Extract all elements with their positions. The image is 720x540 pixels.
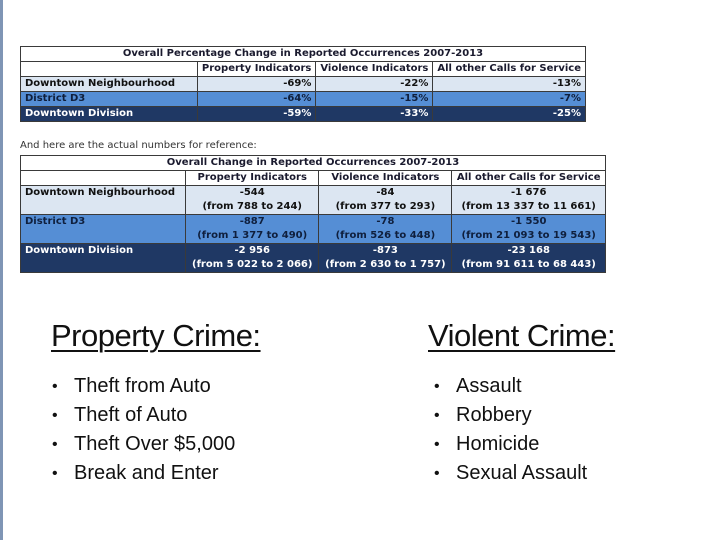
cell-other: -13% [432,76,586,92]
list-item: • Break and Enter [52,459,235,488]
list-item: • Theft from Auto [52,372,235,401]
slide-left-border [0,0,3,540]
cell-property: -64% [196,91,317,107]
bullet-icon: • [434,378,440,395]
cell-violence: -873 (from 2 630 to 1 757) [318,243,453,273]
list-item: • Assault [434,372,587,401]
cell-property: -2 956 (from 5 022 to 2 066) [185,243,320,273]
bullet-icon: • [434,436,440,453]
table-row: Downtown Neighbourhood -544 (from 788 to … [19,185,606,215]
column-header-blank [19,170,187,186]
row-label: District D3 [20,91,198,107]
column-header-blank [20,61,198,77]
violent-crime-list: • Assault • Robbery • Homicide • Sexual Assa… [434,372,587,488]
bullet-icon: • [434,465,440,482]
cell-violence: -84 (from 377 to 293) [318,185,453,215]
cell-property: -69% [196,76,317,92]
bullet-icon: • [434,407,440,424]
table-title: Overall Percentage Change in Reported Oc… [20,46,586,62]
list-item: • Theft of Auto [52,401,235,430]
bullet-icon: • [52,378,58,395]
table-row: District D3 -64% -15% -7% [20,91,586,107]
absolute-change-table: Overall Change in Reported Occurrences 2… [19,155,606,273]
cell-property: -887 (from 1 377 to 490) [185,214,320,244]
column-header-other: All other Calls for Service [432,61,586,77]
reference-note: And here are the actual numbers for refe… [20,140,257,151]
cell-other: -1 550 (from 21 093 to 19 543) [451,214,606,244]
row-label: Downtown Division [19,243,187,273]
column-header-property: Property Indicators [185,170,320,186]
row-label: Downtown Neighbourhood [20,76,198,92]
column-header-property: Property Indicators [196,61,317,77]
cell-other: -25% [432,106,586,122]
cell-other: -7% [432,91,586,107]
table-row: District D3 -887 (from 1 377 to 490) -78(… [19,214,606,244]
property-crime-list: • Theft from Auto • Theft of Auto • Theft O… [52,372,235,488]
bullet-icon: • [52,436,58,453]
cell-violence: -33% [315,106,434,122]
table-row: Downtown Division -59% -33% -25% [20,106,586,122]
table-row: Downtown Division -2 956 (from 5 022 to 2… [19,243,606,273]
list-item: • Homicide [434,430,587,459]
cell-violence: -78 (from 526 to 448) [318,214,453,244]
table-title: Overall Change in Reported Occurrences 2… [20,155,606,171]
list-item: • Sexual Assault [434,459,587,488]
cell-other: -23 168 (from 91 611 to 68 443) [451,243,606,273]
column-header-violence: Violence Indicators [315,61,434,77]
percentage-change-table: Overall Percentage Change in Reported Oc… [20,46,586,122]
cell-other: -1 676 (from 13 337 to 11 661) [451,185,606,215]
row-label: District D3 [19,214,187,244]
cell-property: -59% [196,106,317,122]
bullet-icon: • [52,465,58,482]
cell-property: -544 (from 788 to 244) [185,185,320,215]
cell-violence: -22% [315,76,434,92]
column-header-violence: Violence Indicators [318,170,453,186]
property-crime-heading: Property Crime: [51,318,261,353]
cell-violence: -15% [315,91,434,107]
bullet-icon: • [52,407,58,424]
column-header-other: All other Calls for Service [451,170,606,186]
table-row: Downtown Neighbourhood -69% -22% -13% [20,76,586,92]
violent-crime-heading: Violent Crime: [428,318,616,353]
list-item: • Theft Over $5,000 [52,430,235,459]
row-label: Downtown Neighbourhood [19,185,187,215]
row-label: Downtown Division [20,106,198,122]
list-item: • Robbery [434,401,587,430]
